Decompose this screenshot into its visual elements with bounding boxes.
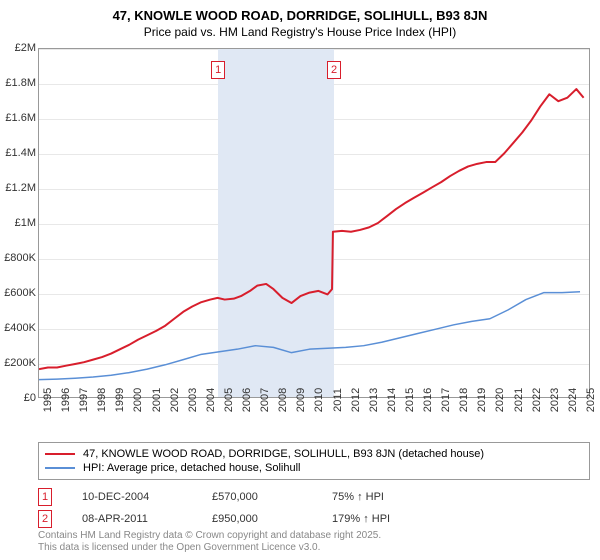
- legend-label-hpi: HPI: Average price, detached house, Soli…: [83, 462, 301, 474]
- y-axis-label: £400K: [4, 322, 36, 334]
- y-axis-label: £1M: [15, 217, 36, 229]
- chart-subtitle: Price paid vs. HM Land Registry's House …: [0, 23, 600, 45]
- footer-attribution: Contains HM Land Registry data © Crown c…: [38, 530, 381, 554]
- y-axis-label: £2M: [15, 42, 36, 54]
- plot-area: 12: [38, 48, 590, 398]
- footer-line-2: This data is licensed under the Open Gov…: [38, 542, 381, 554]
- event-pct-1: 75% ↑ HPI: [332, 491, 432, 503]
- series-line-hpi: [39, 292, 580, 380]
- event-row-2: 2 08-APR-2011 £950,000 179% ↑ HPI: [38, 508, 432, 530]
- legend-swatch-hpi: [45, 467, 75, 469]
- legend: 47, KNOWLE WOOD ROAD, DORRIDGE, SOLIHULL…: [38, 442, 590, 480]
- footer-line-1: Contains HM Land Registry data © Crown c…: [38, 530, 381, 542]
- event-marker-2: 2: [38, 510, 52, 528]
- y-axis-label: £1.4M: [5, 147, 36, 159]
- sale-marker-2: 2: [327, 61, 341, 79]
- sale-events: 1 10-DEC-2004 £570,000 75% ↑ HPI 2 08-AP…: [38, 486, 432, 530]
- y-axis-label: £0: [24, 392, 36, 404]
- event-row-1: 1 10-DEC-2004 £570,000 75% ↑ HPI: [38, 486, 432, 508]
- event-date-2: 08-APR-2011: [82, 513, 182, 525]
- series-line-property: [39, 89, 584, 369]
- legend-swatch-property: [45, 453, 75, 455]
- legend-row-property: 47, KNOWLE WOOD ROAD, DORRIDGE, SOLIHULL…: [45, 447, 583, 461]
- sale-marker-1: 1: [211, 61, 225, 79]
- y-axis-label: £200K: [4, 357, 36, 369]
- event-pct-2: 179% ↑ HPI: [332, 513, 432, 525]
- event-marker-1: 1: [38, 488, 52, 506]
- chart-title: 47, KNOWLE WOOD ROAD, DORRIDGE, SOLIHULL…: [0, 0, 600, 23]
- y-axis-label: £800K: [4, 252, 36, 264]
- y-axis-label: £1.8M: [5, 77, 36, 89]
- event-price-2: £950,000: [212, 513, 302, 525]
- chart-container: 47, KNOWLE WOOD ROAD, DORRIDGE, SOLIHULL…: [0, 0, 600, 560]
- line-plot-svg: [39, 49, 589, 397]
- y-axis-label: £600K: [4, 287, 36, 299]
- event-date-1: 10-DEC-2004: [82, 491, 182, 503]
- y-axis-label: £1.6M: [5, 112, 36, 124]
- legend-row-hpi: HPI: Average price, detached house, Soli…: [45, 461, 583, 475]
- legend-label-property: 47, KNOWLE WOOD ROAD, DORRIDGE, SOLIHULL…: [83, 448, 484, 460]
- y-axis-label: £1.2M: [5, 182, 36, 194]
- event-price-1: £570,000: [212, 491, 302, 503]
